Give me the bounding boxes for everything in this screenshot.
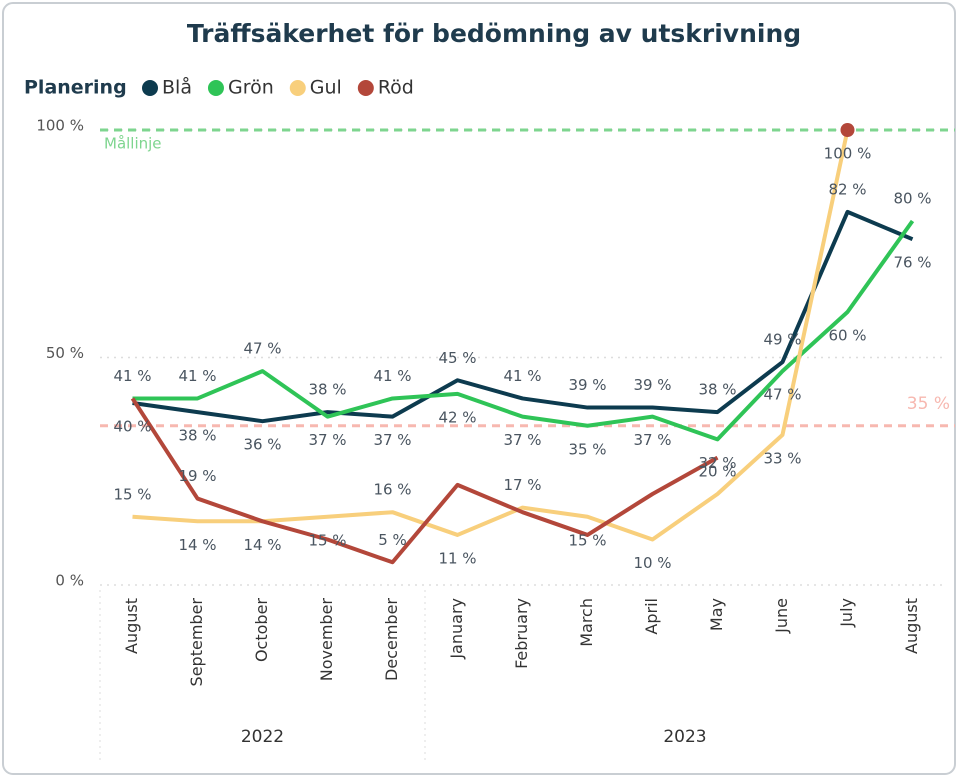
data-label: 11 %	[438, 549, 476, 567]
data-label: 19 %	[178, 467, 216, 485]
point	[840, 123, 855, 137]
x-tick-label: January	[447, 598, 466, 660]
data-label: 38 %	[698, 381, 736, 399]
data-label: 16 %	[373, 481, 411, 499]
reference-label: Mållinje	[104, 135, 162, 153]
data-label: 38 %	[178, 427, 216, 445]
data-label: 39 %	[568, 376, 606, 394]
legend-swatch	[207, 80, 224, 96]
data-label: 41 %	[503, 367, 541, 385]
legend-swatch	[357, 80, 374, 96]
data-label: 49 %	[763, 331, 801, 349]
legend-label: Gul	[310, 77, 342, 99]
series-line	[132, 129, 850, 542]
x-tick-label: September	[187, 598, 206, 687]
legend-label: Grön	[228, 77, 274, 99]
data-label: 37 %	[308, 431, 346, 449]
data-label: 41 %	[178, 367, 216, 385]
data-label: 15 %	[113, 485, 151, 503]
data-label: 36 %	[243, 436, 281, 454]
data-label: 33 %	[763, 449, 801, 467]
x-tick-label: April	[642, 598, 661, 635]
data-label: 35 %	[568, 440, 606, 458]
x-tick-label: October	[252, 598, 271, 662]
x-tick-label: May	[707, 598, 726, 631]
data-label: 76 %	[893, 254, 931, 272]
data-label: 15 %	[568, 531, 606, 549]
data-label: 20 %	[698, 463, 736, 481]
x-tick-label: December	[382, 598, 401, 681]
data-label: 47 %	[243, 340, 281, 358]
data-label: 37 %	[633, 431, 671, 449]
data-label: 37 %	[503, 431, 541, 449]
data-label: 60 %	[828, 327, 866, 345]
data-label: 42 %	[438, 408, 476, 426]
x-tick-label: July	[837, 598, 856, 628]
x-tick-label: March	[577, 598, 596, 647]
year-label: 2022	[241, 727, 284, 747]
data-label: 47 %	[763, 386, 801, 404]
legend-swatch	[142, 80, 158, 96]
data-label: 32 %	[698, 454, 736, 472]
series-line	[132, 209, 914, 424]
data-label: 17 %	[503, 476, 541, 494]
y-tick-label: 100 %	[36, 117, 84, 135]
data-label: 14 %	[178, 536, 216, 554]
data-label: 80 %	[893, 190, 931, 208]
data-label: 82 %	[828, 180, 866, 198]
data-label: 40 %	[113, 418, 151, 436]
year-label: 2023	[663, 727, 706, 747]
data-label: 45 %	[438, 349, 476, 367]
data-label: 41 %	[113, 367, 151, 385]
legend-title: Planering	[24, 77, 127, 99]
legend-swatch	[289, 80, 306, 96]
data-label: 39 %	[633, 376, 671, 394]
data-label: 10 %	[633, 554, 671, 572]
data-label: 38 %	[308, 381, 346, 399]
data-label: 41 %	[373, 367, 411, 385]
y-tick-label: 0 %	[55, 572, 84, 590]
x-tick-label: August	[902, 598, 921, 654]
legend-label: Blå	[162, 76, 192, 99]
x-tick-label: August	[122, 598, 141, 654]
data-label: 100 %	[824, 145, 872, 163]
series-line	[132, 219, 915, 442]
x-tick-label: June	[772, 598, 791, 634]
y-tick-label: 50 %	[46, 344, 84, 362]
x-tick-label: November	[317, 598, 336, 682]
reference-label: 35 %	[907, 394, 950, 414]
data-label: 14 %	[243, 536, 281, 554]
legend-label: Röd	[378, 77, 414, 99]
chart-title: Träffsäkerhet för bedömning av utskrivni…	[187, 19, 801, 48]
data-label: 5 %	[378, 531, 407, 549]
x-tick-label: February	[512, 598, 531, 669]
data-label: 37 %	[373, 431, 411, 449]
data-label: 15 %	[308, 531, 346, 549]
